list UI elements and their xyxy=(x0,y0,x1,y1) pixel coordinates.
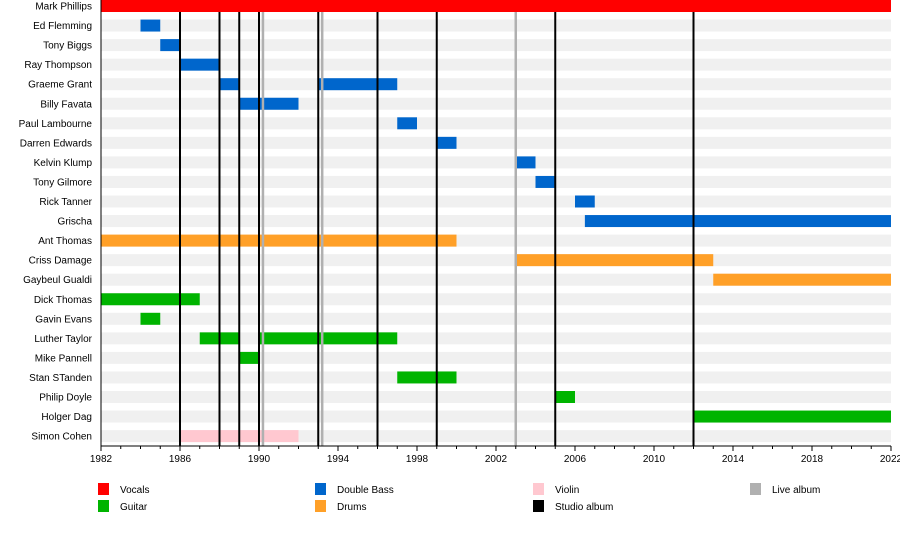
legend-label: Drums xyxy=(337,502,366,513)
legend-swatch-drums xyxy=(315,500,326,512)
member-label: Tony Biggs xyxy=(43,41,92,52)
album-lines xyxy=(179,12,695,446)
member-label: Paul Lambourne xyxy=(19,119,93,130)
member-bar-philip-doyle xyxy=(555,391,575,403)
x-tick-label: 1982 xyxy=(90,454,113,465)
member-bar-mark-phillips xyxy=(101,0,891,12)
legend-swatch-live-album xyxy=(750,483,761,495)
member-bar-kelvin-klump xyxy=(515,156,536,169)
legend-label: Double Bass xyxy=(337,485,394,496)
legend-label: Vocals xyxy=(120,485,149,496)
member-bar-gaybeul-gualdi xyxy=(713,273,891,286)
member-bar-darren-edwards xyxy=(436,136,457,149)
member-label: Philip Doyle xyxy=(39,393,92,404)
legend-swatch-double-bass xyxy=(315,483,326,495)
x-tick-label: 2018 xyxy=(801,454,824,465)
member-bar-luther-taylor xyxy=(259,332,398,345)
legend-label: Guitar xyxy=(120,502,148,513)
member-label: Criss Damage xyxy=(29,256,93,267)
member-label: Ed Flemming xyxy=(33,21,92,32)
x-tick-label: 2010 xyxy=(643,454,666,465)
x-tick-label: 2022 xyxy=(880,454,900,465)
member-bar-mike-pannell xyxy=(239,351,259,364)
member-bar-graeme-grant xyxy=(318,78,398,91)
member-bar-holger-dag xyxy=(693,410,891,423)
member-label: Ant Thomas xyxy=(38,236,92,247)
x-tick-label: 1998 xyxy=(406,454,429,465)
legend: Vocals Double Bass Violin Live album Guitar D… xyxy=(98,483,820,513)
legend-swatch-guitar xyxy=(98,500,109,512)
member-bar-graeme-grant xyxy=(219,78,240,91)
member-label: Graeme Grant xyxy=(28,80,92,91)
x-tick-label: 2002 xyxy=(485,454,508,465)
legend-swatch-vocals xyxy=(98,483,109,495)
x-axis: 1982 1986 1990 1994 1998 2002 2006 2010 2014 2018… xyxy=(90,0,900,465)
member-label: Mark Phillips xyxy=(35,2,92,13)
member-bar-dick-thomas xyxy=(101,293,200,306)
member-label: Gaybeul Gualdi xyxy=(23,275,92,286)
member-label: Rick Tanner xyxy=(39,197,92,208)
member-bar-gavin-evans xyxy=(140,312,161,325)
member-label: Dick Thomas xyxy=(34,295,92,306)
x-tick-label: 2006 xyxy=(564,454,587,465)
legend-swatch-violin xyxy=(533,483,544,495)
x-tick-label: 1986 xyxy=(169,454,192,465)
legend-swatch-studio-album xyxy=(533,500,544,512)
member-bar-ed-flemming xyxy=(140,19,161,32)
member-label: Holger Dag xyxy=(41,412,92,423)
member-bar-stan-standen xyxy=(397,371,457,384)
legend-label: Studio album xyxy=(555,502,613,513)
member-label: Ray Thompson xyxy=(24,60,92,71)
member-labels: Mark Phillips Ed Flemming Tony Biggs Ray Th… xyxy=(19,2,93,443)
member-label: Kelvin Klump xyxy=(34,158,93,169)
member-label: Grischa xyxy=(58,217,93,228)
member-bar-ray-thompson xyxy=(180,58,220,71)
member-bar-ant-thomas xyxy=(101,234,457,247)
x-tick-label: 1990 xyxy=(248,454,271,465)
member-label: Mike Pannell xyxy=(35,353,92,364)
member-bar-rick-tanner xyxy=(575,195,595,208)
member-bar-grischa xyxy=(584,215,891,228)
member-label: Tony Gilmore xyxy=(33,177,92,188)
member-label: Billy Favata xyxy=(40,99,92,110)
member-bar-billy-favata xyxy=(239,97,299,110)
legend-label: Violin xyxy=(555,485,579,496)
member-label: Gavin Evans xyxy=(35,314,92,325)
member-label: Simon Cohen xyxy=(31,432,92,443)
member-bar-paul-lambourne xyxy=(397,117,417,130)
member-label: Luther Taylor xyxy=(34,334,92,345)
legend-label: Live album xyxy=(772,485,820,496)
member-bar-tony-biggs xyxy=(160,39,180,52)
member-bar-criss-damage xyxy=(515,254,714,267)
member-label: Darren Edwards xyxy=(20,138,92,149)
member-bar-tony-gilmore xyxy=(535,175,556,188)
x-tick-label: 1994 xyxy=(327,454,350,465)
x-tick-label: 2014 xyxy=(722,454,745,465)
member-label: Stan STanden xyxy=(29,373,92,384)
